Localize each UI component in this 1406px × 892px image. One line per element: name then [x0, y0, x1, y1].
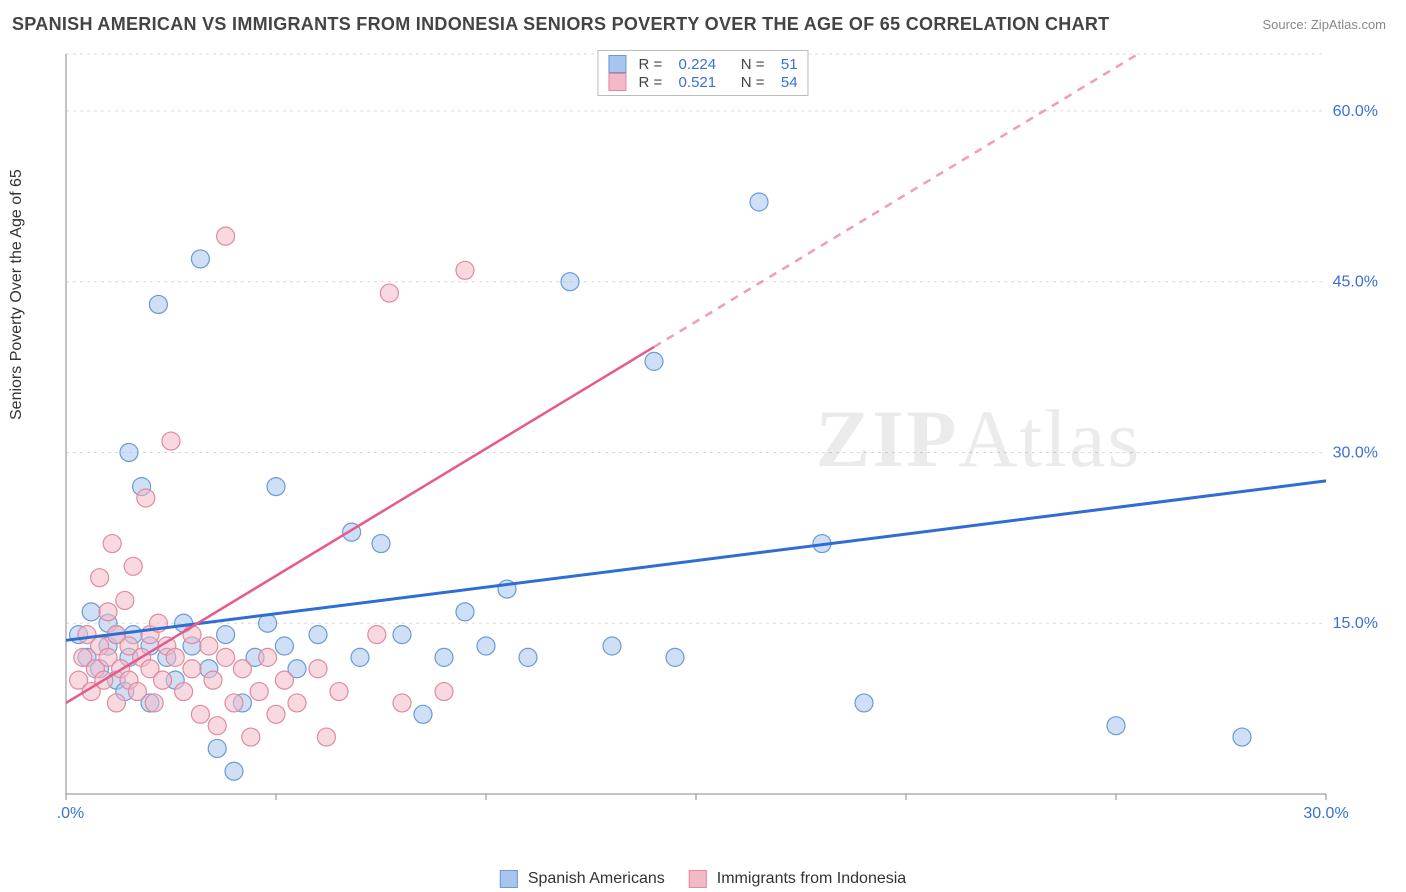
data-point	[225, 694, 243, 712]
data-point	[191, 705, 209, 723]
data-point	[107, 694, 125, 712]
r-value: 0.224	[679, 56, 717, 73]
y-axis-title: Seniors Poverty Over the Age of 65	[8, 169, 26, 420]
y-tick-label: 60.0%	[1333, 103, 1378, 120]
data-point	[208, 739, 226, 757]
data-point	[317, 728, 335, 746]
data-point	[275, 671, 293, 689]
data-point	[351, 648, 369, 666]
data-point	[166, 648, 184, 666]
data-point	[259, 648, 277, 666]
data-point	[145, 694, 163, 712]
data-point	[204, 671, 222, 689]
data-point	[561, 273, 579, 291]
data-point	[217, 227, 235, 245]
data-point	[91, 569, 109, 587]
data-point	[519, 648, 537, 666]
data-point	[1233, 728, 1251, 746]
x-tick-label: 0.0%	[56, 805, 84, 822]
data-point	[603, 637, 621, 655]
data-point	[233, 660, 251, 678]
data-point	[275, 637, 293, 655]
legend-swatch	[689, 870, 707, 888]
data-point	[120, 443, 138, 461]
n-label: N =	[724, 74, 773, 91]
y-tick-label: 45.0%	[1333, 274, 1378, 291]
n-label: N =	[724, 56, 773, 73]
data-point	[183, 660, 201, 678]
data-point	[855, 694, 873, 712]
data-point	[393, 694, 411, 712]
data-point	[208, 717, 226, 735]
y-tick-label: 15.0%	[1333, 615, 1378, 632]
data-point	[149, 295, 167, 313]
data-point	[217, 648, 235, 666]
data-point	[154, 671, 172, 689]
chart-title: SPANISH AMERICAN VS IMMIGRANTS FROM INDO…	[12, 14, 1109, 35]
data-point	[162, 432, 180, 450]
legend-series-label: Immigrants from Indonesia	[717, 870, 906, 888]
legend-correlation-row: R = 0.224 N = 51	[608, 55, 797, 73]
x-tick-label: 30.0%	[1303, 805, 1348, 822]
data-point	[309, 660, 327, 678]
data-point	[414, 705, 432, 723]
data-point	[368, 626, 386, 644]
data-point	[288, 694, 306, 712]
data-point	[309, 626, 327, 644]
data-point	[242, 728, 260, 746]
data-point	[225, 762, 243, 780]
data-point	[183, 626, 201, 644]
data-point	[456, 603, 474, 621]
data-point	[124, 557, 142, 575]
trend-line	[66, 481, 1326, 640]
legend-swatch	[608, 55, 626, 73]
data-point	[435, 683, 453, 701]
data-point	[645, 352, 663, 370]
source-attribution: Source: ZipAtlas.com	[1262, 17, 1386, 32]
data-point	[128, 683, 146, 701]
data-point	[82, 603, 100, 621]
data-point	[267, 478, 285, 496]
legend-series-label: Spanish Americans	[528, 870, 665, 888]
trend-line-extrapolated	[654, 54, 1138, 347]
legend-swatch	[500, 870, 518, 888]
data-point	[380, 284, 398, 302]
data-point	[393, 626, 411, 644]
data-point	[116, 591, 134, 609]
legend-correlation-row: R = 0.521 N = 54	[608, 73, 797, 91]
r-label: R =	[638, 56, 670, 73]
data-point	[200, 637, 218, 655]
legend-swatch	[608, 73, 626, 91]
data-point	[217, 626, 235, 644]
n-value: 54	[781, 74, 798, 91]
series-legend: Spanish Americans Immigrants from Indones…	[500, 870, 906, 888]
legend-series-item: Spanish Americans	[500, 870, 665, 888]
data-point	[750, 193, 768, 211]
correlation-legend: R = 0.224 N = 51R = 0.521 N = 54	[597, 50, 808, 96]
n-value: 51	[781, 56, 798, 73]
legend-series-item: Immigrants from Indonesia	[689, 870, 906, 888]
data-point	[250, 683, 268, 701]
data-point	[191, 250, 209, 268]
data-point	[372, 535, 390, 553]
data-point	[137, 489, 155, 507]
data-point	[1107, 717, 1125, 735]
data-point	[666, 648, 684, 666]
r-value: 0.521	[679, 74, 717, 91]
scatter-chart: 15.0% 30.0% 45.0% 60.0% 0.0% 30.0%	[56, 44, 1386, 834]
y-tick-label: 30.0%	[1333, 444, 1378, 461]
data-point	[456, 261, 474, 279]
data-point	[103, 535, 121, 553]
data-point	[330, 683, 348, 701]
data-point	[175, 683, 193, 701]
data-point	[99, 603, 117, 621]
data-point	[477, 637, 495, 655]
data-point	[435, 648, 453, 666]
data-point	[267, 705, 285, 723]
r-label: R =	[638, 74, 670, 91]
